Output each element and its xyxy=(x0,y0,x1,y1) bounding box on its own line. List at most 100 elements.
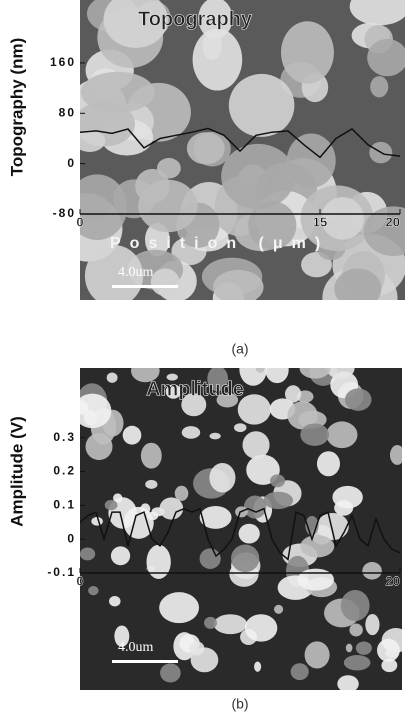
chart-title: Topography xyxy=(138,8,253,30)
x-tick-label: 0 xyxy=(76,214,83,229)
grain xyxy=(341,590,370,621)
scale-bar-label: 4.0um xyxy=(118,265,154,280)
grain xyxy=(263,492,293,509)
panel: Topography xyxy=(54,0,409,330)
scale-bar xyxy=(112,285,178,288)
grain xyxy=(370,76,388,97)
caption: (b) xyxy=(231,696,248,712)
grain xyxy=(254,661,261,671)
figure: Topography160800-8001520Position (μm)Top… xyxy=(0,0,409,718)
grain xyxy=(321,197,364,240)
grain xyxy=(159,592,199,623)
grain xyxy=(147,512,158,520)
y-tick-label: 0.3 xyxy=(53,430,76,444)
grain xyxy=(213,270,264,305)
grain xyxy=(270,474,285,487)
grain xyxy=(346,644,353,653)
grain xyxy=(243,431,270,459)
grain xyxy=(146,545,170,579)
grain xyxy=(74,130,105,152)
grain xyxy=(356,641,372,654)
y-tick-label: 80 xyxy=(59,105,76,119)
grain xyxy=(229,74,295,137)
grain xyxy=(159,497,183,519)
grain xyxy=(107,373,118,383)
grain xyxy=(221,144,295,209)
grain xyxy=(345,388,372,410)
grain xyxy=(135,169,170,203)
grain xyxy=(344,655,371,670)
grain xyxy=(291,663,309,680)
grain xyxy=(332,486,362,509)
y-tick-label: -0.1 xyxy=(47,565,76,579)
grain xyxy=(245,614,278,641)
grain xyxy=(111,546,130,565)
grain xyxy=(234,423,246,432)
grain xyxy=(187,132,225,164)
grain xyxy=(200,548,221,569)
grain xyxy=(209,463,235,492)
grain xyxy=(390,445,405,465)
grain xyxy=(281,21,334,84)
grain xyxy=(377,639,400,662)
grain xyxy=(109,596,121,606)
grain xyxy=(151,268,180,296)
grain xyxy=(239,524,260,544)
grain xyxy=(175,486,189,501)
x-axis-label: Position (μm) xyxy=(110,235,329,252)
grain xyxy=(305,641,330,668)
grain xyxy=(88,586,98,595)
scale-bar xyxy=(112,660,178,663)
grain xyxy=(297,569,334,591)
grain xyxy=(81,72,155,113)
x-tick-label: 0 xyxy=(76,573,83,588)
grain xyxy=(231,545,259,573)
grain xyxy=(362,562,382,580)
grain xyxy=(182,426,200,439)
grain xyxy=(256,365,265,373)
grain xyxy=(334,269,381,309)
grain xyxy=(326,421,357,448)
y-axis-label: Topography (nm) xyxy=(7,38,26,177)
y-tick-label: -80 xyxy=(53,206,76,220)
y-tick-label: 0 xyxy=(67,156,76,170)
grain xyxy=(367,39,407,76)
grain xyxy=(300,357,331,378)
x-tick-label: 20 xyxy=(386,573,400,588)
grain xyxy=(209,433,220,440)
grain xyxy=(300,535,334,558)
x-tick-label: 15 xyxy=(313,214,327,229)
grain xyxy=(317,451,340,476)
page: {"chart_data": [ {"type": "line", "title… xyxy=(0,0,409,718)
grain xyxy=(160,663,181,682)
grain xyxy=(337,675,358,692)
grain xyxy=(365,614,379,635)
grain xyxy=(105,500,118,510)
grain xyxy=(86,433,113,460)
y-tick-label: 0 xyxy=(67,531,76,545)
grain xyxy=(265,357,288,384)
scale-bar-label: 4.0um xyxy=(118,640,154,655)
y-tick-label: 0.1 xyxy=(53,498,76,512)
y-tick-label: 0.2 xyxy=(53,464,76,478)
grain xyxy=(327,357,355,379)
grain xyxy=(285,385,301,402)
grain xyxy=(204,617,217,629)
grain xyxy=(274,605,283,614)
y-tick-label: 160 xyxy=(50,55,76,69)
grain xyxy=(145,480,157,489)
grain xyxy=(349,623,362,636)
grain xyxy=(141,443,162,469)
grain xyxy=(189,641,204,655)
chart-title: Amplitude xyxy=(146,378,244,400)
grain xyxy=(80,548,95,561)
x-tick-label: 20 xyxy=(386,214,400,229)
grain xyxy=(214,614,247,634)
grain xyxy=(73,394,111,429)
grain xyxy=(244,496,266,519)
grain xyxy=(123,426,142,445)
caption: (a) xyxy=(231,341,248,357)
grain xyxy=(67,174,127,240)
y-axis-label: Amplitude (V) xyxy=(7,416,26,527)
grain xyxy=(300,423,329,445)
